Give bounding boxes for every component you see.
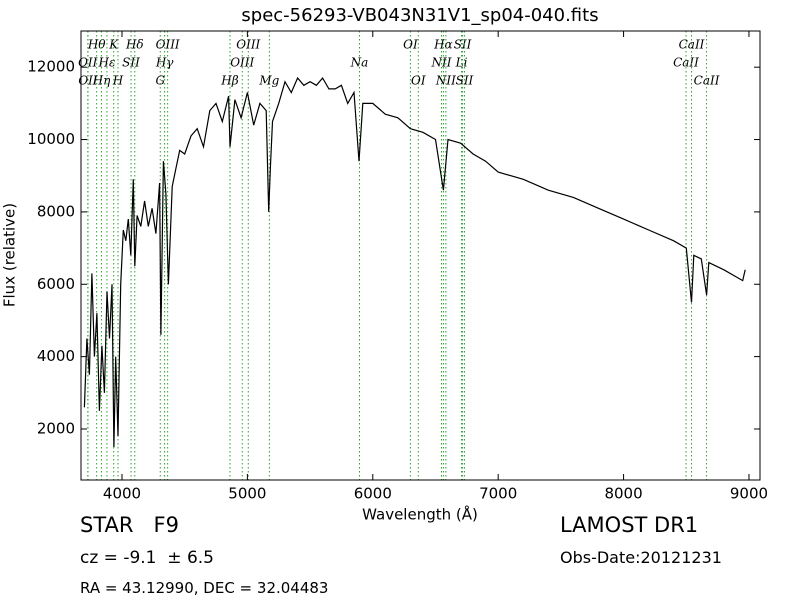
survey-label: LAMOST DR1 <box>560 513 699 537</box>
spectral-line-label: Mg <box>258 74 279 88</box>
spectral-line-label: OIII <box>230 56 254 70</box>
spectral-line-label: G <box>155 74 165 88</box>
spectral-line-label: CaII <box>694 74 720 88</box>
spectral-line-label: Hη <box>92 74 111 88</box>
spectral-line-label: Li <box>455 56 468 70</box>
plot-frame <box>80 30 761 481</box>
spectrum-line <box>83 76 746 448</box>
spectral-line-label: CaII <box>673 56 699 70</box>
y-tick-label: 12000 <box>27 58 75 76</box>
spectral-line-label: OII <box>78 74 98 88</box>
y-tick-label: 4000 <box>37 347 75 365</box>
spectral-line-label: Hα <box>433 38 453 52</box>
x-tick-label: 7000 <box>479 485 517 503</box>
y-tick-label: 6000 <box>37 275 75 293</box>
spectral-line-label: Hε <box>98 56 116 70</box>
y-tick-label: 10000 <box>27 130 75 148</box>
x-tick-label: 4000 <box>103 485 141 503</box>
spectral-line-label: Hγ <box>155 56 174 70</box>
spectral-line-label: OII <box>78 56 98 70</box>
x-tick-label: 5000 <box>228 485 266 503</box>
coords-label: RA = 43.12990, DEC = 32.04483 <box>80 579 329 597</box>
spectral-line-label: Na <box>350 56 369 70</box>
spectral-line-label: SII <box>122 56 140 70</box>
y-tick-label: 8000 <box>37 202 75 220</box>
x-axis-label: Wavelength (Å) <box>362 505 478 524</box>
date-label: Obs-Date:20121231 <box>560 548 722 567</box>
spectral-line-label: OI <box>411 74 426 88</box>
spectral-line-label: CaII <box>679 38 705 52</box>
spectral-line-label: NII <box>431 56 452 70</box>
x-tick-label: 8000 <box>604 485 642 503</box>
spectral-line-label: OIII <box>236 38 260 52</box>
spectral-line-label: SII <box>454 38 472 52</box>
spectral-line-label: NII <box>435 74 456 88</box>
spectral-line-label: Hδ <box>125 38 144 52</box>
spectral-line-label: Hθ <box>87 38 106 52</box>
spectral-line-label: OIII <box>156 38 180 52</box>
spectral-line-label: SII <box>456 74 474 88</box>
spectral-line-label: H <box>112 74 124 88</box>
spectral-line-label: Hβ <box>220 74 238 88</box>
x-tick-label: 6000 <box>354 485 392 503</box>
y-tick-label: 2000 <box>37 419 75 437</box>
spectral-line-label: K <box>108 38 119 52</box>
chart-title: spec-56293-VB043N31V1_sp04-040.fits <box>241 5 598 26</box>
spectral-line-label: OI <box>403 38 418 52</box>
class-label: STAR F9 <box>80 513 179 537</box>
x-tick-label: 9000 <box>730 485 768 503</box>
cz-label: cz = -9.1 ± 6.5 <box>80 548 214 568</box>
y-axis-label: Flux (relative) <box>1 203 19 307</box>
